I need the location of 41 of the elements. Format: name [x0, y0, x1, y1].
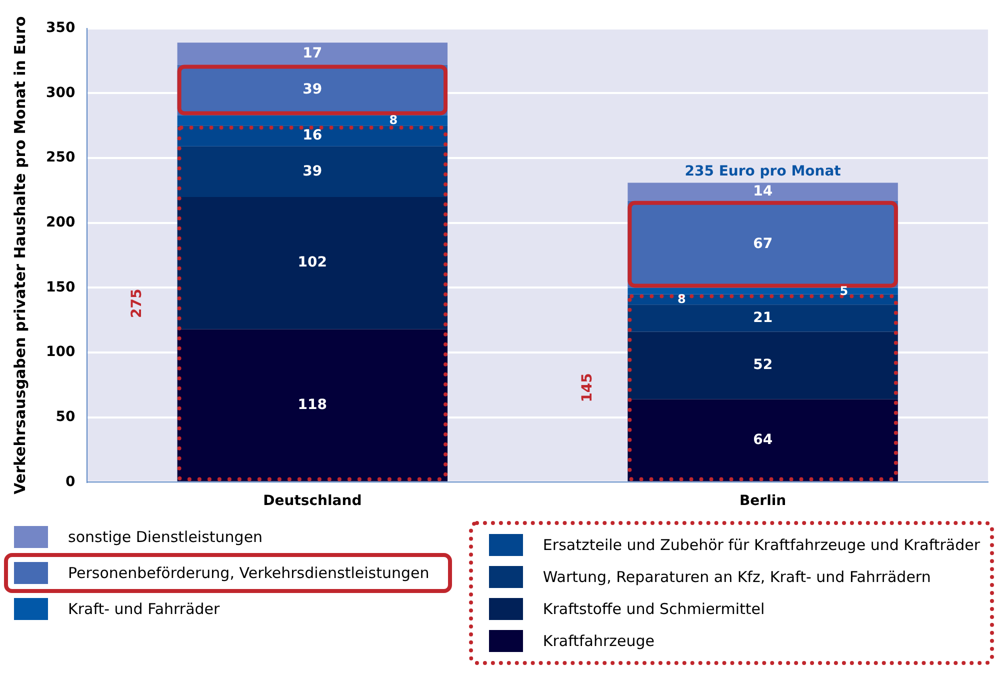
legend-label: Kraftfahrzeuge	[542, 632, 655, 650]
legend-label: Personenbeförderung, Verkehrsdienstleistungen	[68, 564, 430, 582]
y-tick-label: 200	[46, 214, 76, 231]
data-label: 52	[753, 357, 773, 374]
y-tick-label: 300	[46, 84, 76, 101]
x-tick-label: Berlin	[739, 493, 786, 510]
data-label: 8	[388, 112, 399, 128]
annotation: 145	[579, 373, 596, 402]
data-label: 39	[302, 82, 322, 98]
data-label: 21	[753, 310, 773, 326]
annotation: 235 Euro pro Monat	[684, 163, 842, 180]
bar	[628, 304, 898, 332]
bar	[177, 146, 448, 197]
bar	[628, 288, 898, 294]
y-tick-label: 150	[46, 279, 76, 296]
data-label: 39	[302, 163, 322, 180]
y-tick-label: 100	[46, 344, 76, 360]
legend-label: Wartung, Reparaturen an Kfz, Kraft- und Fahrrädern	[542, 568, 931, 586]
data-label: 17	[302, 45, 322, 62]
legend-label: Ersatzteile und Zubehör für Kraftfahrzeuge und Krafträder	[542, 536, 980, 554]
y-axis-title: Verkehrsausgaben privater Haushalte pro Monat in Euro	[10, 16, 29, 494]
x-tick-label: Deutschland	[263, 493, 362, 510]
data-label: 16	[302, 128, 322, 144]
data-label: 67	[753, 236, 773, 252]
data-label: 64	[753, 432, 773, 448]
legend-label: Kraftstoffe und Schmiermittel	[542, 600, 765, 618]
bar	[177, 115, 448, 126]
y-tick-label: 50	[56, 409, 76, 426]
annotation: 275	[128, 288, 145, 318]
legend-label: Kraft- und Fahrräder	[68, 600, 220, 618]
y-tick-label: 0	[65, 474, 76, 490]
bar	[177, 126, 448, 146]
legend-label: sonstige Dienstleistungen	[68, 528, 263, 546]
y-tick-label: 350	[46, 20, 76, 36]
data-label: 102	[298, 254, 328, 271]
data-label: 118	[298, 396, 328, 413]
bar	[628, 182, 898, 201]
data-label: 14	[753, 183, 773, 200]
data-label: 5	[838, 282, 850, 299]
data-label: 8	[676, 291, 687, 308]
y-tick-label: 250	[46, 150, 76, 166]
